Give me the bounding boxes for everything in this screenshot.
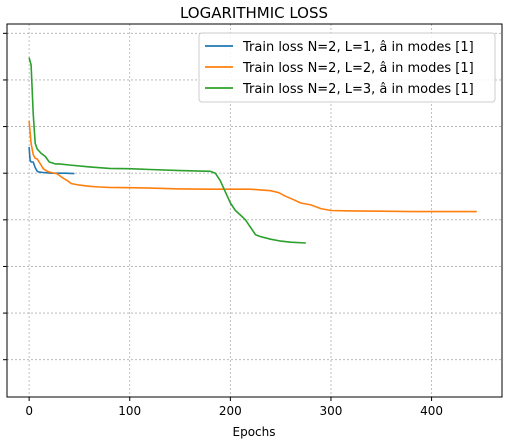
series-line-3 [28,57,306,244]
legend-box [198,32,496,103]
series-line-2 [28,120,477,213]
x-tick-label: 100 [118,404,141,418]
x-tick-label: 0 [25,404,33,418]
chart-title: LOGARITHMIC LOSS [180,4,328,22]
legend: Train loss N=2, L=1, â in modes [1] Train… [198,32,496,103]
x-tick-label: 200 [219,404,242,418]
axis-ticks: 0 100 200 300 400 [3,32,443,418]
series-line-1 [28,147,75,175]
legend-label: Train loss N=2, L=3, â in modes [1] [242,82,474,97]
series-layer [28,57,477,244]
plot-frame [6,23,503,398]
x-axis-label: Epochs [233,425,276,439]
legend-label: Train loss N=2, L=1, â in modes [1] [242,40,474,55]
x-tick-label: 400 [420,404,443,418]
legend-label: Train loss N=2, L=2, â in modes [1] [242,61,474,76]
x-tick-label: 300 [320,404,343,418]
